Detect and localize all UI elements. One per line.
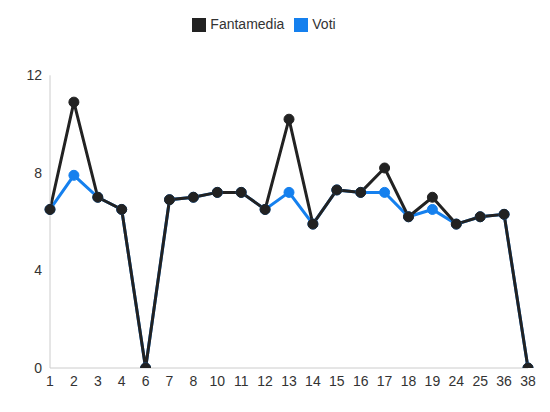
svg-text:19: 19 bbox=[425, 373, 441, 389]
svg-text:15: 15 bbox=[329, 373, 345, 389]
svg-text:25: 25 bbox=[472, 373, 488, 389]
svg-text:4: 4 bbox=[118, 373, 126, 389]
svg-text:16: 16 bbox=[353, 373, 369, 389]
svg-text:11: 11 bbox=[234, 373, 249, 389]
svg-text:6: 6 bbox=[142, 373, 150, 389]
svg-text:24: 24 bbox=[449, 373, 465, 389]
svg-text:4: 4 bbox=[34, 262, 42, 278]
svg-text:14: 14 bbox=[305, 373, 321, 389]
svg-text:2: 2 bbox=[70, 373, 78, 389]
svg-text:8: 8 bbox=[190, 373, 198, 389]
svg-text:1: 1 bbox=[46, 373, 54, 389]
svg-text:18: 18 bbox=[401, 373, 417, 389]
svg-text:0: 0 bbox=[34, 360, 42, 376]
svg-text:36: 36 bbox=[496, 373, 512, 389]
svg-text:3: 3 bbox=[94, 373, 102, 389]
html-text:Fantamedia: Fantamedia bbox=[210, 16, 285, 32]
html-text:Voti: Voti bbox=[312, 16, 336, 32]
svg-text:10: 10 bbox=[210, 373, 226, 389]
svg-text:12: 12 bbox=[257, 373, 273, 389]
svg-text:7: 7 bbox=[166, 373, 174, 389]
svg-text:38: 38 bbox=[520, 373, 536, 389]
svg-text:8: 8 bbox=[34, 165, 42, 181]
svg-text:13: 13 bbox=[281, 373, 297, 389]
svg-text:17: 17 bbox=[377, 373, 393, 389]
svg-text:12: 12 bbox=[26, 67, 42, 83]
